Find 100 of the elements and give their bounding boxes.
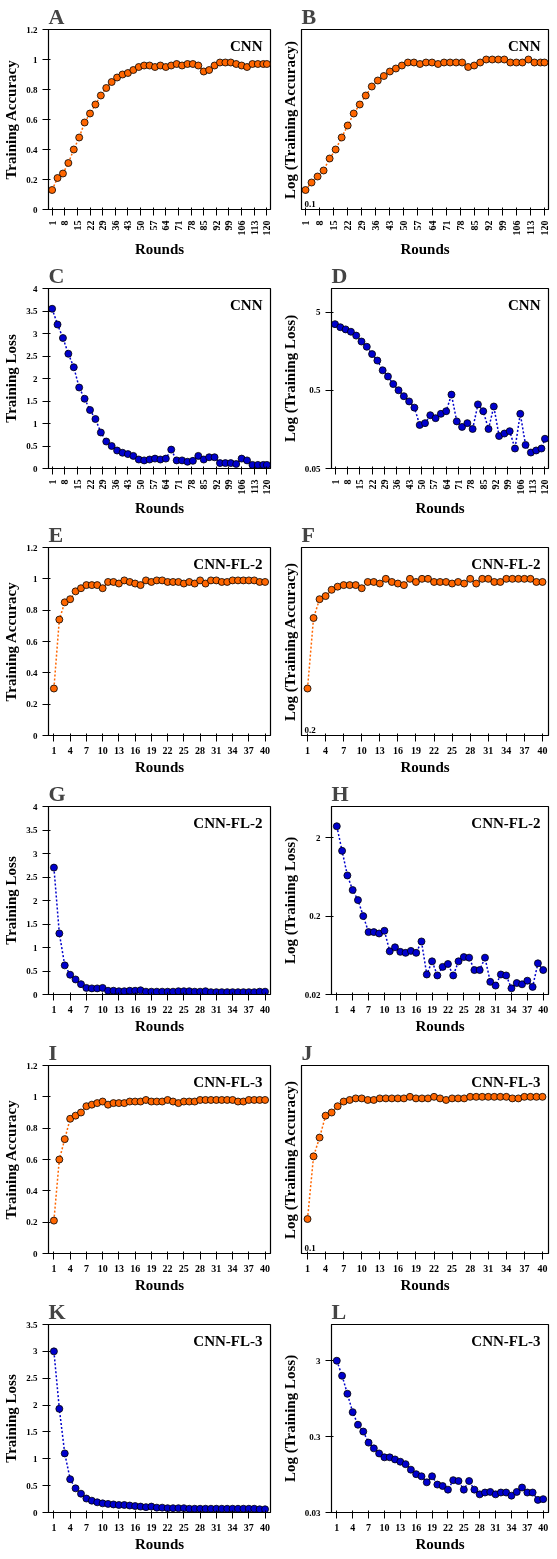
y-tick-label: 1: [33, 573, 38, 584]
x-tick-label: 16: [411, 1521, 422, 1533]
x-tick-label: 1: [300, 220, 312, 226]
y-tick-label: 2: [316, 832, 321, 843]
x-tick-label: 15: [328, 220, 340, 231]
y-tick-label: 3: [316, 1355, 321, 1366]
x-axis-title: Rounds: [134, 499, 185, 516]
x-tick-label: 7: [366, 1003, 372, 1015]
x-tick-label: 8: [59, 220, 71, 226]
x-tick-label: 64: [160, 220, 172, 231]
x-tick-label: 15: [71, 220, 83, 231]
x-tick-label: 40: [538, 1521, 549, 1533]
y-tick-label: 0.4: [26, 1185, 38, 1196]
text: G: [48, 780, 66, 806]
x-tick-label: 85: [198, 479, 210, 490]
chart-title: CNN-FL-2: [471, 555, 541, 572]
x-tick-label: 34: [227, 1262, 238, 1274]
text: CNN: [230, 37, 263, 54]
x-axis-title: Rounds: [134, 1276, 185, 1293]
x-tick-label: 7: [341, 1262, 347, 1274]
y-axis-title: Log (Training Accuracy): [281, 562, 299, 721]
x-tick-label: 50: [135, 220, 147, 231]
text: CNN-FL-3: [193, 1073, 263, 1090]
x-tick-label: 78: [185, 479, 197, 490]
x-tick-label: 4: [67, 1262, 73, 1274]
y-tick-label: 3: [33, 848, 38, 859]
x-tick-label: 28: [465, 1262, 476, 1274]
x-tick-label: 16: [392, 744, 403, 756]
x-tick-label: 1: [46, 220, 58, 226]
x-tick-label: 34: [227, 1003, 238, 1015]
y-tick-label: 1: [33, 942, 38, 953]
y-tick-label: 3.5: [26, 306, 38, 316]
x-tick-label: 16: [130, 1262, 141, 1274]
x-tick-label: 36: [370, 220, 382, 231]
x-tick-label: 16: [130, 1003, 141, 1015]
x-tick-label: 31: [483, 744, 494, 756]
y-tick-label: 0: [33, 1248, 38, 1259]
x-tick-label: 92: [210, 479, 222, 490]
x-tick-label: 78: [465, 479, 477, 490]
y-tick-label: 3.5: [26, 1319, 38, 1330]
x-tick-label: 71: [453, 479, 465, 490]
x-tick-label: 25: [178, 1521, 189, 1533]
x-tick-label: 34: [506, 1521, 517, 1533]
x-tick-label: 28: [195, 1521, 206, 1533]
x-tick-label: 78: [454, 220, 466, 231]
x-tick-label: 36: [109, 220, 121, 231]
x-tick-label: 22: [442, 1003, 453, 1015]
x-tick-label: 25: [447, 744, 458, 756]
x-tick-label: 37: [243, 1521, 254, 1533]
y-tick-label: 3: [33, 328, 38, 339]
x-tick-label: 25: [458, 1521, 469, 1533]
x-tick-label: 28: [465, 744, 476, 756]
x-tick-label: 19: [146, 1521, 157, 1533]
x-tick-label: 10: [379, 1003, 390, 1015]
x-tick-label: 50: [135, 479, 147, 490]
x-tick-label: 99: [496, 220, 508, 231]
x-tick-label: 10: [97, 1521, 108, 1533]
y-tick-label: 2.5: [26, 872, 38, 882]
x-tick-label: 25: [178, 744, 189, 756]
x-tick-label: 113: [524, 220, 536, 235]
x-tick-label: 40: [537, 744, 548, 756]
text: H: [331, 780, 349, 806]
y-tick-label: 0.5: [309, 385, 321, 396]
annotation: 0.1: [304, 1242, 317, 1253]
x-tick-label: 37: [243, 1003, 254, 1015]
text: D: [331, 262, 348, 288]
y-tick-label: 0.8: [26, 605, 38, 616]
x-tick-label: 1: [51, 1521, 57, 1533]
text: E: [48, 521, 64, 547]
x-tick-label: 36: [109, 479, 121, 490]
x-tick-label: 71: [440, 220, 452, 231]
y-tick-label: 0.3: [309, 1431, 321, 1442]
y-tick-label: 2.5: [26, 351, 38, 361]
y-tick-label: 1: [33, 1453, 38, 1464]
y-axis-title: Training Accuracy: [3, 1099, 20, 1220]
y-tick-label: 1: [33, 1091, 38, 1102]
x-tick-label: 16: [411, 1003, 422, 1015]
x-tick-label: 29: [378, 479, 390, 490]
x-tick-label: 13: [374, 1262, 385, 1274]
x-tick-label: 4: [67, 744, 73, 756]
text: F: [301, 521, 315, 547]
x-tick-label: 64: [160, 479, 172, 490]
y-axis-title: Training Loss: [3, 1374, 20, 1463]
x-tick-label: 37: [519, 744, 530, 756]
x-tick-label: 99: [502, 479, 514, 490]
x-tick-label: 19: [146, 1262, 157, 1274]
x-tick-label: 1: [51, 1003, 57, 1015]
text: A: [48, 3, 65, 29]
text: CNN-FL-3: [471, 1332, 541, 1349]
y-tick-label: 4: [33, 283, 38, 294]
x-tick-label: 13: [374, 744, 385, 756]
x-tick-label: 120: [538, 220, 550, 236]
x-tick-label: 1: [329, 479, 341, 485]
x-tick-label: 19: [146, 744, 157, 756]
x-tick-label: 10: [379, 1521, 390, 1533]
annotation: 0.1: [304, 198, 317, 209]
x-tick-label: 43: [122, 479, 134, 490]
x-tick-label: 22: [84, 479, 96, 490]
x-tick-label: 40: [260, 1262, 271, 1274]
x-tick-label: 22: [429, 744, 440, 756]
